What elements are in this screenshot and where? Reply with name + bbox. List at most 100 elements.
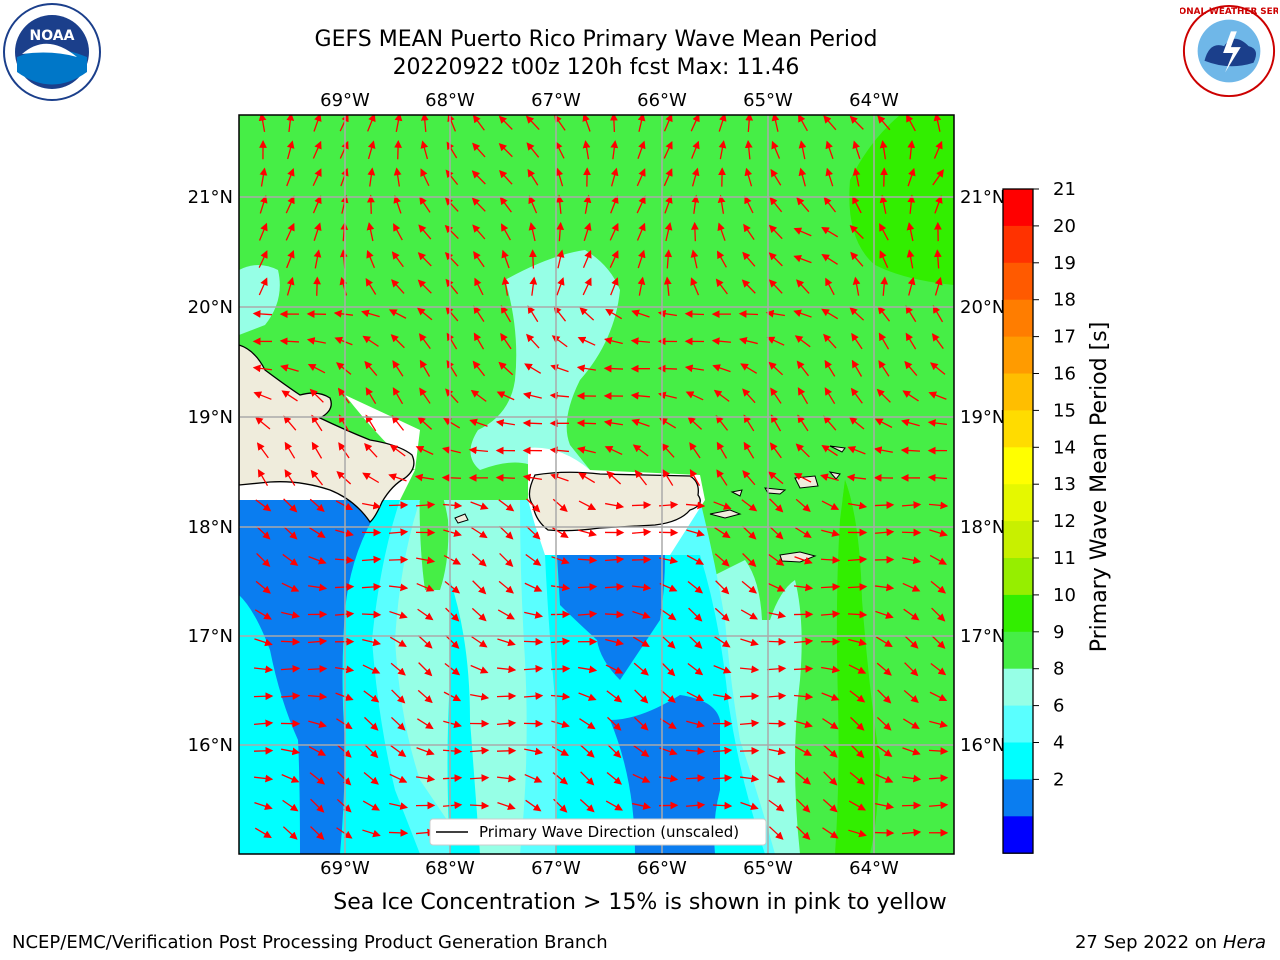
wave-arrow	[253, 665, 274, 674]
lat-label-left: 20°N	[188, 297, 233, 318]
wave-arrow	[307, 664, 328, 673]
wave-arrow	[335, 665, 355, 674]
wave-arrow	[903, 635, 919, 649]
wave-arrow	[445, 278, 459, 295]
wave-arrow	[875, 773, 894, 783]
lat-label-right: 18°N	[960, 517, 1005, 538]
wave-arrow	[821, 500, 840, 510]
wave-arrow	[631, 528, 652, 537]
wave-arrow	[336, 744, 352, 758]
wave-arrow	[388, 309, 407, 319]
wave-arrow	[309, 388, 324, 403]
wave-arrow	[524, 611, 544, 619]
wave-arrow	[496, 746, 517, 755]
wave-arrow	[280, 637, 301, 646]
wave-arrow	[388, 501, 409, 510]
wave-arrow	[473, 251, 485, 268]
wave-arrow	[770, 414, 782, 432]
wave-arrow	[364, 360, 378, 376]
wave-arrow	[711, 337, 732, 346]
wave-arrow	[933, 140, 943, 159]
wave-arrow	[524, 582, 543, 592]
wave-arrow	[851, 332, 863, 350]
wave-arrow	[363, 690, 380, 703]
wave-arrow	[796, 360, 810, 377]
wave-arrow	[847, 583, 868, 591]
wave-arrow	[472, 115, 485, 131]
wave-arrow	[256, 553, 271, 568]
wave-arrow	[286, 115, 295, 133]
wave-arrow	[663, 168, 673, 187]
colorbar-tick-label: 19	[1053, 253, 1076, 274]
wave-arrow	[743, 414, 755, 432]
wave-arrow	[877, 305, 891, 322]
wave-arrow	[609, 222, 619, 241]
wave-arrow	[796, 798, 811, 813]
wave-arrow	[496, 665, 517, 674]
wave-arrow	[879, 140, 888, 160]
wave-arrow	[307, 637, 328, 646]
wave-arrow	[931, 634, 946, 649]
wave-arrow	[637, 115, 646, 132]
wave-arrow	[445, 607, 460, 622]
colorbar-tick-label: 12	[1053, 511, 1076, 532]
wave-arrow	[444, 224, 459, 240]
wave-arrow	[825, 140, 834, 160]
wave-arrow	[743, 441, 755, 459]
wave-arrow	[603, 364, 624, 373]
wave-arrow	[820, 556, 841, 564]
wave-arrow	[414, 473, 434, 482]
wave-arrow	[822, 798, 838, 813]
wave-arrow	[794, 745, 813, 756]
wave-arrow	[824, 387, 836, 405]
wave-arrow	[390, 662, 406, 676]
wave-arrow	[254, 802, 273, 810]
wave-arrow	[821, 692, 840, 701]
axis-labels: 69°W 69°W 68°W 68°W 67°W 67°W 66°W 66°W 65°W 65°W…	[188, 90, 1006, 879]
wave-arrow	[687, 662, 704, 676]
wave-arrow	[876, 716, 892, 731]
wave-arrow	[852, 276, 861, 296]
wave-arrow	[445, 306, 459, 322]
wave-arrow	[471, 636, 488, 648]
wave-arrow	[335, 500, 354, 511]
wave-arrow	[685, 391, 704, 401]
wave-arrow	[419, 359, 431, 377]
wave-arrow	[501, 249, 510, 269]
colorbar-tick-label: 14	[1053, 437, 1076, 458]
wave-arrow	[578, 529, 597, 537]
wave-arrow	[795, 498, 811, 512]
wave-arrow	[850, 716, 865, 731]
wave-arrow	[280, 364, 299, 372]
lon-label-bottom: 67°W	[531, 858, 581, 879]
wave-arrow	[634, 689, 649, 704]
wave-arrow	[685, 774, 706, 782]
wave-arrow	[252, 364, 273, 373]
wave-arrow	[308, 746, 327, 756]
lat-label-right: 17°N	[960, 626, 1005, 647]
wave-arrow	[309, 772, 326, 785]
wave-arrow	[714, 607, 730, 622]
wave-arrow	[550, 637, 571, 646]
wave-arrow	[661, 442, 675, 458]
wave-arrow	[770, 387, 782, 404]
wave-arrow	[741, 499, 758, 512]
wave-arrow	[442, 801, 463, 810]
wave-arrow	[905, 332, 917, 350]
wave-arrow	[604, 583, 625, 591]
wave-arrow	[577, 610, 598, 619]
wave-arrow	[740, 801, 759, 811]
wave-arrow	[578, 692, 597, 701]
wave-arrow	[556, 277, 565, 296]
wave-arrow	[498, 361, 514, 376]
wave-arrow	[500, 332, 512, 350]
colorbar-segment	[1003, 705, 1033, 743]
wave-arrow	[280, 692, 301, 700]
wave-arrow	[631, 583, 652, 592]
colorbar-segment	[1003, 484, 1033, 522]
wave-arrow	[820, 583, 841, 591]
wave-arrow	[821, 665, 841, 674]
wave-arrow	[419, 387, 431, 404]
wave-arrow	[362, 664, 381, 674]
wave-arrow	[307, 692, 328, 701]
